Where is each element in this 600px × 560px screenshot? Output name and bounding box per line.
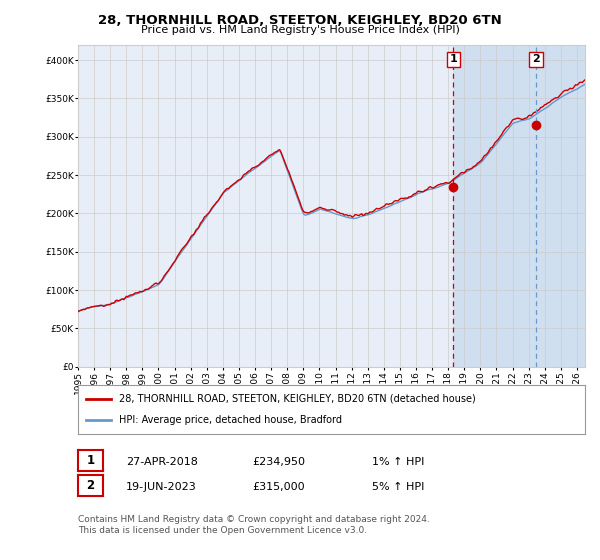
Text: 5% ↑ HPI: 5% ↑ HPI (372, 482, 424, 492)
Text: £315,000: £315,000 (252, 482, 305, 492)
Text: 28, THORNHILL ROAD, STEETON, KEIGHLEY, BD20 6TN: 28, THORNHILL ROAD, STEETON, KEIGHLEY, B… (98, 14, 502, 27)
Text: Price paid vs. HM Land Registry's House Price Index (HPI): Price paid vs. HM Land Registry's House … (140, 25, 460, 35)
Text: 27-APR-2018: 27-APR-2018 (126, 457, 198, 467)
Text: HPI: Average price, detached house, Bradford: HPI: Average price, detached house, Brad… (119, 415, 341, 425)
Text: 1: 1 (86, 454, 95, 467)
Text: 1: 1 (449, 54, 457, 64)
Text: 19-JUN-2023: 19-JUN-2023 (126, 482, 197, 492)
Text: 2: 2 (86, 479, 95, 492)
Text: 28, THORNHILL ROAD, STEETON, KEIGHLEY, BD20 6TN (detached house): 28, THORNHILL ROAD, STEETON, KEIGHLEY, B… (119, 394, 475, 404)
Text: £234,950: £234,950 (252, 457, 305, 467)
Bar (454, 45, 585, 367)
Text: 2: 2 (532, 54, 540, 64)
Text: Contains HM Land Registry data © Crown copyright and database right 2024.: Contains HM Land Registry data © Crown c… (78, 515, 430, 524)
Text: This data is licensed under the Open Government Licence v3.0.: This data is licensed under the Open Gov… (78, 526, 367, 535)
Text: 1% ↑ HPI: 1% ↑ HPI (372, 457, 424, 467)
